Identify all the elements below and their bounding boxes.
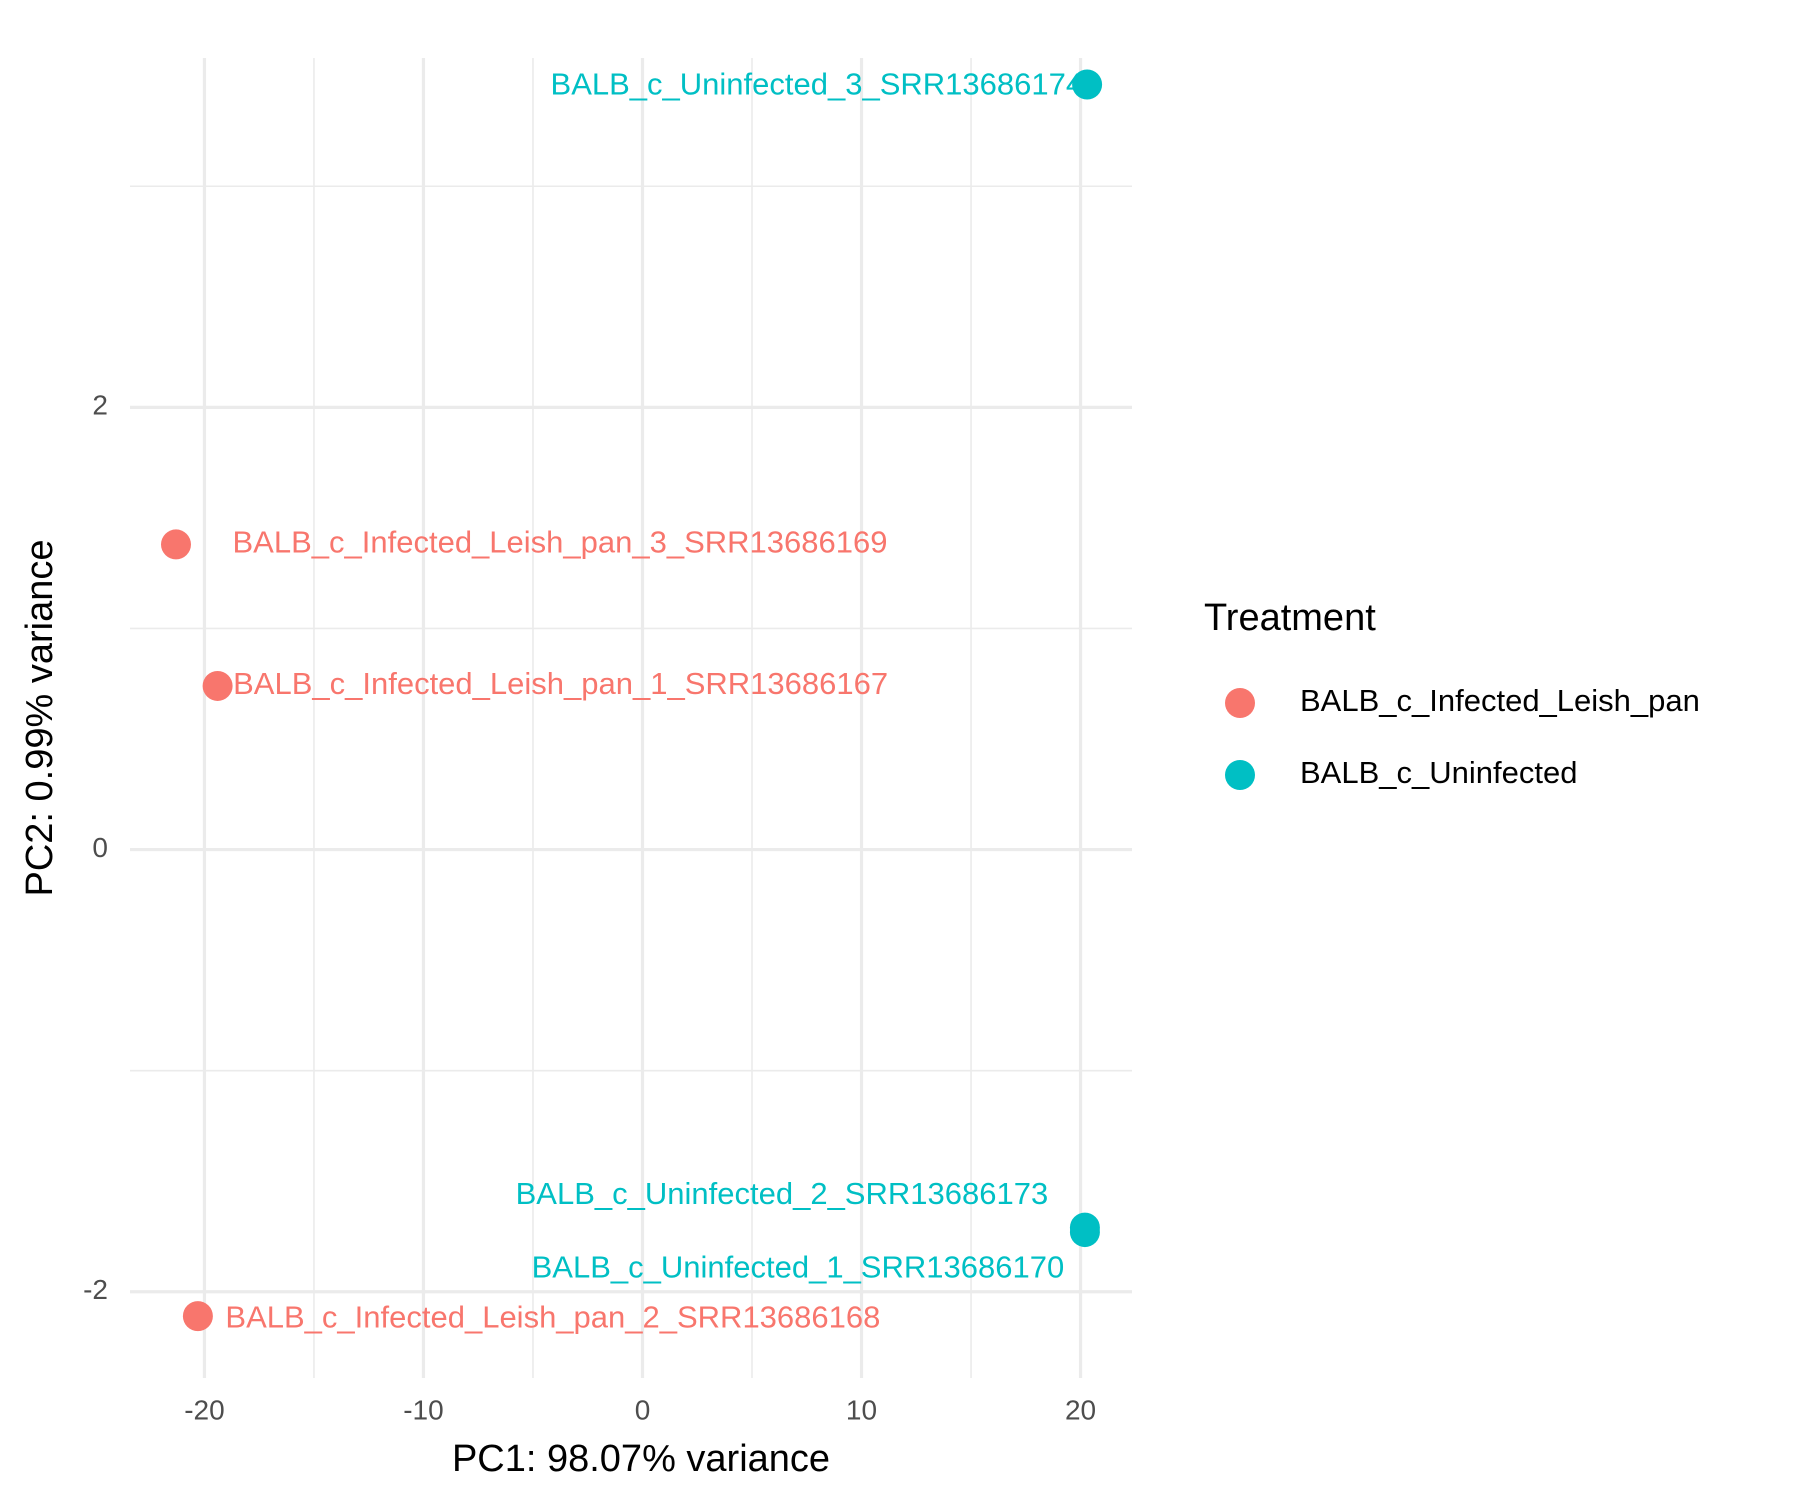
point (160, 529, 191, 560)
point-label: BALB_c_Uninfected_2_SRR13686173 (516, 1176, 1049, 1211)
point (1069, 1212, 1100, 1243)
x-tick-label: -20 (184, 1394, 224, 1425)
legend-swatch (1225, 688, 1255, 718)
legend-label: BALB_c_Uninfected (1300, 755, 1577, 790)
y-axis-title: PC2: 0.99% variance (19, 540, 61, 897)
point (182, 1301, 213, 1332)
y-tick-label: -2 (83, 1274, 108, 1305)
point-label: BALB_c_Infected_Leish_pan_3_SRR13686169 (233, 525, 888, 560)
x-tick-label: -10 (403, 1394, 443, 1425)
point (202, 670, 233, 701)
point-label: BALB_c_Uninfected_1_SRR13686170 (532, 1249, 1065, 1284)
point-label: BALB_c_Infected_Leish_pan_1_SRR13686167 (233, 666, 888, 701)
point (1072, 69, 1103, 100)
legend-label: BALB_c_Infected_Leish_pan (1300, 683, 1700, 718)
x-tick-label: 10 (846, 1394, 877, 1425)
x-tick-label: 20 (1065, 1394, 1096, 1425)
x-tick-label: 0 (635, 1394, 651, 1425)
point-label: BALB_c_Infected_Leish_pan_2_SRR13686168 (225, 1299, 880, 1334)
y-tick-label: 0 (92, 832, 108, 863)
legend-title: Treatment (1204, 597, 1376, 639)
legend-swatch (1225, 760, 1255, 790)
x-axis-title: PC1: 98.07% variance (452, 1438, 830, 1480)
y-tick-label: 2 (92, 390, 108, 421)
point-label: BALB_c_Uninfected_3_SRR13686174 (551, 67, 1084, 102)
